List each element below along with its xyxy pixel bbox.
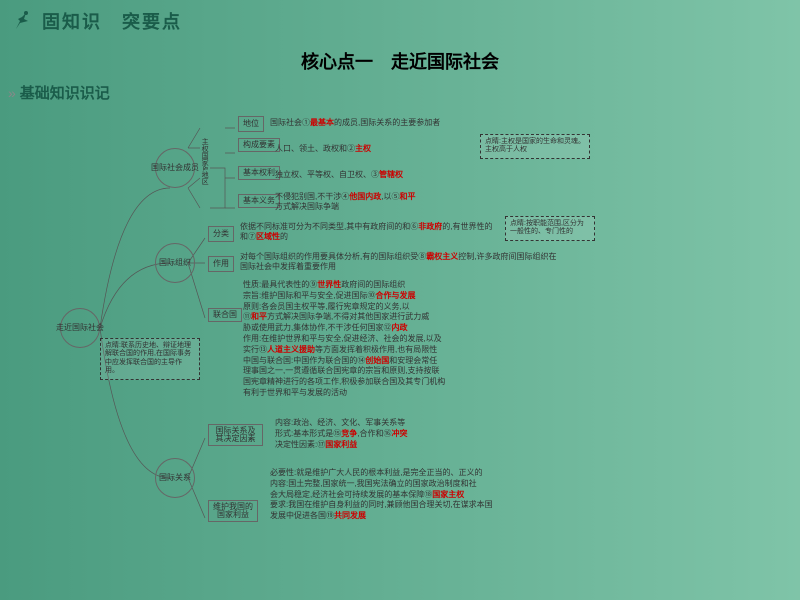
g2-r2-text: 对每个国际组织的作用要具体分析,有的国际组织受⑧霸权主义控制,许多政府间国际组织…	[240, 252, 560, 273]
g1-r3-text: 独立权、平等权、自卫权、③管辖权	[275, 170, 403, 180]
callout-3: 点睛:联系历史地、辩证地理解联合国的作用,在国际事务中应发挥联合国的主导作用。	[100, 338, 200, 380]
g2-r3-lines: 性质:最具代表性的⑨世界性政府间的国际组织 宗旨:维护国际和平与安全,促进国际⑩…	[243, 280, 563, 399]
g2-r2-box: 作用	[208, 256, 234, 272]
g2-r1-text: 依据不同标准可分为不同类型,其中有政府间的和⑥非政府的,有世界性的和⑦区域性的	[240, 222, 500, 243]
g2-r1-box: 分类	[208, 226, 234, 242]
g1-r1-box: 地位	[238, 116, 264, 132]
g1-r1-text: 国际社会①最基本的成员,国际关系的主要参加者	[270, 118, 440, 128]
chevron-icon: »	[8, 85, 16, 101]
archer-icon	[12, 9, 36, 33]
g1-sub: 主权国家&地区	[200, 138, 209, 208]
g3-r2-lines: 必要性:就是维护广大人民的根本利益,是完全正当的、正义的 内容:国土完整,国家统…	[270, 468, 590, 522]
g3-r1-box: 国际关系及其决定因素	[208, 424, 263, 446]
g1-r4-text: 不侵犯别国,不干涉④他国内政,以⑤和平方式解决国际争端	[275, 192, 525, 213]
g3-r2-box: 维护我国的国家利益	[208, 500, 258, 522]
g1-r2-text: 人口、领土、政权和②主权	[275, 144, 371, 154]
g3-r1-lines: 内容:政治、经济、文化、军事关系等 形式:基本形式是⑮竞争,合作和⑯冲突 决定性…	[275, 418, 575, 450]
main-title: 核心点一 走近国际社会	[0, 48, 800, 74]
subtitle-text: 基础知识识记	[20, 82, 110, 103]
callout-1: 点睛:主权是国家的生命和灵魂。主权高于人权	[480, 134, 590, 159]
concept-map: 走近国际社会 国际社会成员 主权国家&地区 地位 国际社会①最基本的成员,国际关…	[60, 108, 780, 588]
g2-node: 国际组织	[155, 243, 195, 283]
g1-r3-box: 基本权利	[238, 166, 280, 180]
root-node: 走近国际社会	[60, 308, 100, 348]
header: 固知识 突要点	[0, 0, 800, 42]
g3-node: 国际关系	[155, 458, 195, 498]
g1-node: 国际社会成员	[155, 148, 195, 188]
g1-r2-box: 构成要素	[238, 138, 280, 152]
g2-r3-box: 联合国	[208, 308, 242, 322]
g1-r4-box: 基本义务	[238, 194, 280, 208]
callout-2: 点睛:按职能范围,区分为一般性的、专门性的	[505, 216, 595, 241]
header-text: 固知识 突要点	[42, 8, 182, 34]
subtitle-row: » 基础知识识记	[8, 82, 800, 103]
